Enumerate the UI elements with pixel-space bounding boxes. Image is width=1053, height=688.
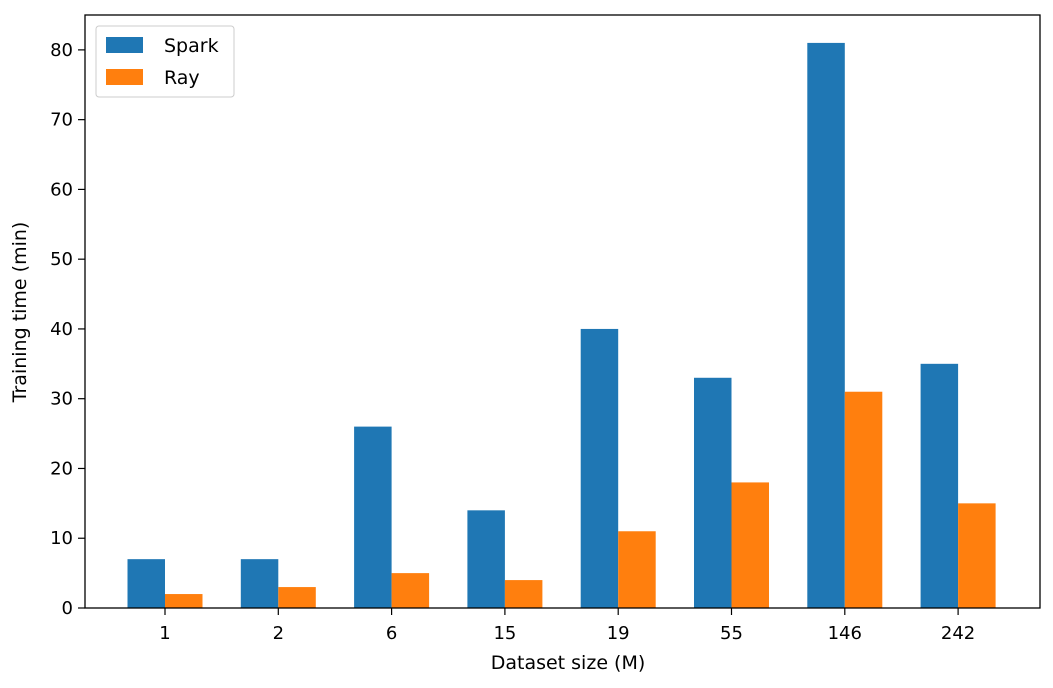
x-tick-label: 146 — [828, 623, 862, 644]
x-tick-label: 19 — [607, 623, 630, 644]
legend: Spark Ray — [95, 25, 235, 98]
bar-spark-1 — [127, 559, 165, 608]
y-tick-label: 80 — [50, 40, 73, 61]
ticks-layer: 0 10 20 30 40 50 60 70 80 1 2 6 15 19 55 146 242 — [50, 40, 975, 644]
x-axis-label: Dataset size (M) — [491, 652, 646, 674]
legend-swatch-ray — [106, 69, 143, 85]
bar-spark-242 — [920, 363, 959, 608]
y-tick-label: 50 — [50, 249, 73, 270]
x-tick-label: 15 — [493, 623, 516, 644]
bar-spark-15 — [467, 510, 505, 608]
x-tick-label: 6 — [386, 623, 397, 644]
x-tick-label: 2 — [273, 623, 284, 644]
legend-swatch-spark — [106, 37, 143, 53]
bar-spark-146 — [807, 42, 845, 609]
bar-ray-1 — [165, 594, 203, 608]
legend-label-spark: Spark — [164, 35, 219, 57]
plot-frame — [84, 14, 1041, 609]
y-tick-label: 60 — [50, 179, 73, 200]
bars-layer — [127, 42, 996, 609]
y-tick-label: 40 — [50, 319, 73, 340]
bar-ray-146 — [844, 391, 883, 608]
bar-spark-2 — [240, 559, 279, 608]
bar-ray-2 — [278, 587, 316, 608]
y-tick-label: 0 — [62, 598, 73, 619]
bar-ray-15 — [504, 580, 543, 608]
bar-ray-242 — [958, 503, 996, 608]
y-tick-label: 10 — [50, 528, 73, 549]
x-tick-label: 242 — [941, 623, 975, 644]
bar-spark-55 — [694, 377, 732, 608]
bar-spark-6 — [354, 426, 392, 608]
x-tick-label: 55 — [720, 623, 743, 644]
y-axis-label: Training time (min) — [9, 222, 31, 404]
bar-ray-6 — [391, 573, 430, 608]
x-tick-label: 1 — [159, 623, 170, 644]
bar-ray-55 — [731, 482, 769, 608]
bar-spark-19 — [580, 328, 619, 608]
y-tick-label: 20 — [50, 458, 73, 479]
legend-label-ray: Ray — [164, 67, 200, 89]
y-tick-label: 70 — [50, 110, 73, 131]
y-tick-label: 30 — [50, 389, 73, 410]
axes-layer — [84, 14, 1041, 609]
bar-ray-19 — [618, 531, 656, 608]
